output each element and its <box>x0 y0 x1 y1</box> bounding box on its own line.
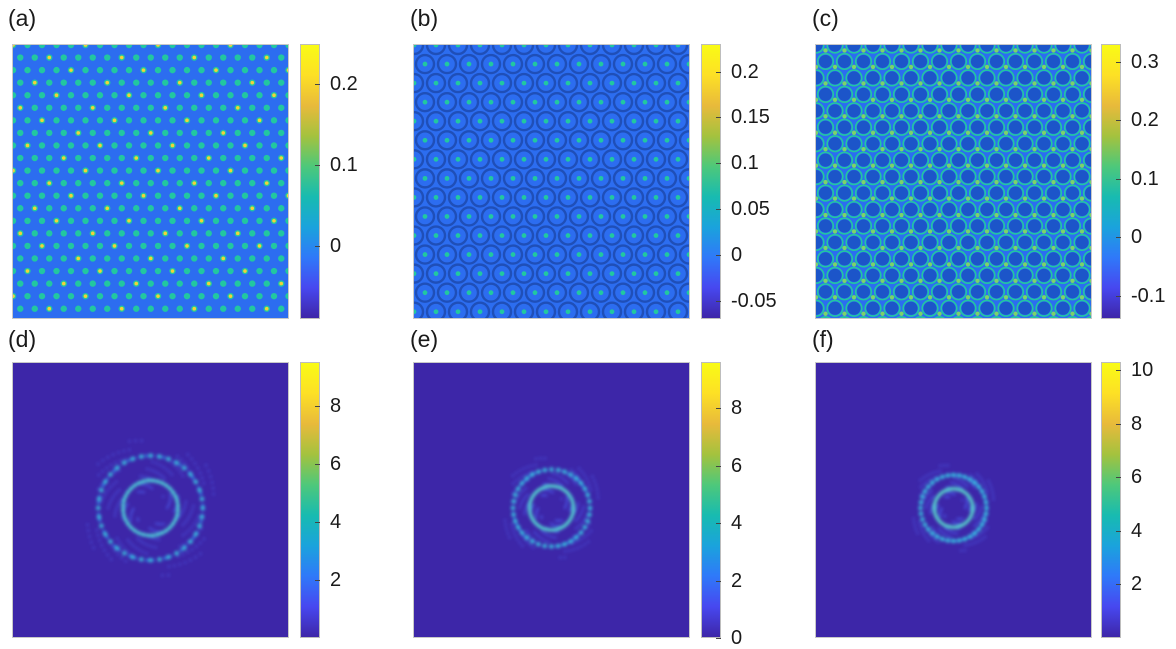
colorbar-tick-label: 0.1 <box>330 154 358 177</box>
colorbar-tick-label: 6 <box>1131 466 1143 489</box>
pattern-svg <box>13 45 288 318</box>
spectrum-map-d <box>12 362 289 638</box>
panel-label-f: (f) <box>812 326 834 352</box>
colorbar-tick-mark <box>1116 530 1121 532</box>
colorbar-tick-label: 0.15 <box>731 106 770 129</box>
spectrum-map-f <box>815 362 1092 638</box>
colorbar-tick-label: 0.1 <box>731 152 759 175</box>
colorbar-tick-mark <box>315 463 320 465</box>
colorbar-tick-label: 2 <box>731 569 743 592</box>
colorbar-c <box>1101 44 1121 319</box>
colorbar-e <box>701 362 721 638</box>
pattern-svg <box>816 45 1091 318</box>
panel-label-b: (b) <box>410 5 439 31</box>
colorbar-tick-mark <box>315 165 320 167</box>
colorbar-tick-mark <box>1116 120 1121 122</box>
colorbar-tick-label: 4 <box>731 512 743 534</box>
colorbar-tick-label: 0.1 <box>1131 167 1159 190</box>
colorbar-tick-label: 0 <box>1131 226 1143 249</box>
colorbar-tick-mark <box>315 405 320 407</box>
colorbar-tick-mark <box>315 579 320 581</box>
panel-label-e: (e) <box>410 326 439 352</box>
spectrum-map-e <box>413 362 690 638</box>
pattern-svg <box>414 45 689 318</box>
pattern-map-a <box>12 44 289 319</box>
colorbar-tick-mark <box>716 465 721 467</box>
panel-label-a: (a) <box>8 5 37 31</box>
colorbar-tick-label: 0.05 <box>731 198 770 220</box>
colorbar-tick-label: 0 <box>731 243 743 266</box>
colorbar-tick-mark <box>315 521 320 523</box>
colorbar-tick-mark <box>716 523 721 524</box>
colorbar-tick-mark <box>716 117 721 119</box>
colorbar-a <box>300 44 320 319</box>
colorbar-tick-mark <box>716 638 721 639</box>
colorbar-tick-mark <box>1116 584 1121 586</box>
colorbar-tick-mark <box>716 580 721 582</box>
colorbar-tick-label: 0.2 <box>731 60 759 83</box>
colorbar-f <box>1101 362 1121 638</box>
colorbar-tick-mark <box>315 84 320 86</box>
colorbar-tick-mark <box>1116 178 1121 180</box>
colorbar-tick-label: 2 <box>1131 573 1143 596</box>
colorbar-tick-mark <box>716 408 721 409</box>
colorbar-tick-mark <box>716 209 721 210</box>
colorbar-tick-label: 8 <box>330 394 342 417</box>
colorbar-tick-mark <box>1116 370 1121 372</box>
colorbar-tick-label: 0 <box>330 235 342 258</box>
colorbar-tick-label: 6 <box>330 452 342 475</box>
panel-label-d: (d) <box>8 326 37 352</box>
colorbar-tick-mark <box>716 163 721 165</box>
colorbar-tick-label: -0.1 <box>1131 284 1166 307</box>
colorbar-tick-mark <box>315 246 320 248</box>
colorbar-tick-label: 8 <box>1131 412 1143 435</box>
colorbar-tick-label: 2 <box>330 568 342 591</box>
colorbar-tick-label: 0.3 <box>1131 50 1159 73</box>
colorbar-tick-mark <box>716 71 721 73</box>
spectrum-svg <box>13 363 288 637</box>
colorbar-tick-label: 10 <box>1131 359 1154 382</box>
colorbar-tick-mark <box>1116 295 1121 297</box>
colorbar-tick-label: 0.2 <box>1131 109 1159 132</box>
colorbar-tick-label: 4 <box>330 510 342 533</box>
colorbar-tick-mark <box>716 254 721 256</box>
spectrum-svg <box>414 363 689 637</box>
colorbar-tick-label: 6 <box>731 454 743 477</box>
colorbar-tick-mark <box>1116 423 1121 425</box>
colorbar-tick-mark <box>1116 237 1121 239</box>
colorbar-tick-mark <box>1116 477 1121 479</box>
colorbar-d <box>300 362 320 638</box>
panel-label-c: (c) <box>812 5 839 31</box>
colorbar-tick-label: 4 <box>1131 519 1143 542</box>
colorbar-tick-label: 0 <box>731 627 743 649</box>
colorbar-tick-mark <box>716 300 721 302</box>
colorbar-tick-label: 0.2 <box>330 73 358 96</box>
pattern-map-b <box>413 44 690 319</box>
spectrum-svg <box>816 363 1091 637</box>
colorbar-tick-label: -0.05 <box>731 289 777 312</box>
colorbar-tick-label: 8 <box>731 397 743 419</box>
pattern-map-c <box>815 44 1092 319</box>
colorbar-tick-mark <box>1116 61 1121 63</box>
colorbar-b <box>701 44 721 319</box>
